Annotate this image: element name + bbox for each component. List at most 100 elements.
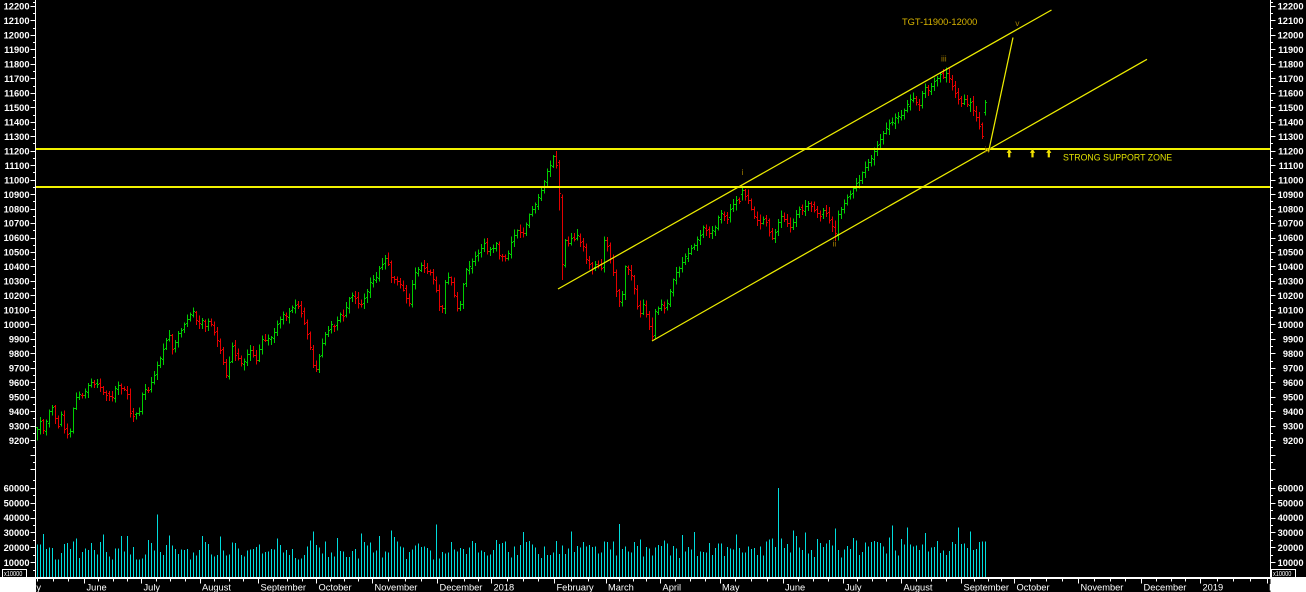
svg-text:9400: 9400 bbox=[1283, 407, 1304, 417]
svg-text:v: v bbox=[1015, 18, 1020, 28]
svg-text:September: September bbox=[964, 583, 1009, 592]
svg-text:October: October bbox=[1017, 583, 1050, 592]
svg-text:x10000: x10000 bbox=[1273, 570, 1292, 578]
svg-text:11100: 11100 bbox=[5, 161, 30, 171]
svg-text:30000: 30000 bbox=[4, 528, 30, 538]
svg-text:10900: 10900 bbox=[1278, 190, 1304, 200]
svg-text:10600: 10600 bbox=[1278, 233, 1304, 243]
svg-text:10100: 10100 bbox=[1278, 306, 1304, 316]
svg-text:9800: 9800 bbox=[9, 349, 30, 359]
svg-text:10000: 10000 bbox=[4, 558, 30, 568]
svg-text:9200: 9200 bbox=[9, 436, 30, 446]
svg-text:10700: 10700 bbox=[1278, 219, 1304, 229]
svg-text:December: December bbox=[440, 583, 483, 592]
svg-text:10000: 10000 bbox=[1278, 320, 1304, 330]
svg-text:10400: 10400 bbox=[1278, 262, 1304, 272]
svg-text:TGT-11900-12000: TGT-11900-12000 bbox=[902, 17, 977, 27]
svg-text:11300: 11300 bbox=[1278, 132, 1303, 142]
svg-text:10900: 10900 bbox=[4, 190, 30, 200]
svg-text:11400: 11400 bbox=[1278, 118, 1303, 128]
svg-text:40000: 40000 bbox=[4, 513, 30, 523]
svg-text:30000: 30000 bbox=[1278, 528, 1304, 538]
svg-text:November: November bbox=[1081, 583, 1124, 592]
svg-text:11900: 11900 bbox=[1278, 45, 1303, 55]
svg-text:11300: 11300 bbox=[4, 132, 29, 142]
svg-text:March: March bbox=[608, 583, 634, 592]
svg-text:9500: 9500 bbox=[1283, 392, 1304, 402]
svg-text:11800: 11800 bbox=[1278, 60, 1303, 70]
svg-text:11600: 11600 bbox=[1278, 89, 1303, 99]
svg-text:STRONG SUPPORT ZONE: STRONG SUPPORT ZONE bbox=[1063, 153, 1172, 163]
svg-text:9300: 9300 bbox=[1283, 421, 1304, 431]
svg-text:12100: 12100 bbox=[4, 16, 30, 26]
svg-text:12100: 12100 bbox=[1278, 16, 1304, 26]
svg-text:20000: 20000 bbox=[4, 543, 30, 553]
svg-text:60000: 60000 bbox=[1278, 483, 1304, 493]
svg-text:February: February bbox=[557, 583, 595, 592]
svg-text:December: December bbox=[1144, 583, 1187, 592]
svg-text:9900: 9900 bbox=[1283, 335, 1304, 345]
svg-text:12000: 12000 bbox=[1278, 31, 1304, 41]
svg-text:10300: 10300 bbox=[4, 277, 30, 287]
svg-text:20000: 20000 bbox=[1278, 543, 1304, 553]
svg-text:June: June bbox=[785, 583, 805, 592]
svg-text:11000: 11000 bbox=[4, 175, 29, 185]
svg-text:2019: 2019 bbox=[1203, 583, 1224, 592]
svg-text:February: February bbox=[1269, 583, 1306, 592]
svg-text:9600: 9600 bbox=[1283, 378, 1304, 388]
svg-text:9700: 9700 bbox=[1283, 363, 1304, 373]
svg-text:10100: 10100 bbox=[4, 306, 30, 316]
svg-text:11700: 11700 bbox=[4, 74, 29, 84]
svg-text:10600: 10600 bbox=[4, 233, 30, 243]
svg-text:10500: 10500 bbox=[1278, 248, 1304, 258]
svg-text:May: May bbox=[722, 583, 740, 592]
svg-text:July: July bbox=[144, 583, 161, 592]
svg-text:12000: 12000 bbox=[4, 31, 30, 41]
svg-text:November: November bbox=[375, 583, 418, 592]
svg-text:10200: 10200 bbox=[1278, 291, 1304, 301]
svg-text:50000: 50000 bbox=[1278, 498, 1304, 508]
svg-text:August: August bbox=[202, 583, 231, 592]
svg-text:11200: 11200 bbox=[4, 146, 29, 156]
svg-text:2018: 2018 bbox=[494, 583, 515, 592]
svg-text:October: October bbox=[319, 583, 352, 592]
svg-text:11900: 11900 bbox=[4, 45, 29, 55]
svg-text:11400: 11400 bbox=[4, 118, 29, 128]
svg-text:9800: 9800 bbox=[1283, 349, 1304, 359]
svg-text:12200: 12200 bbox=[1278, 2, 1304, 12]
svg-text:i: i bbox=[742, 167, 744, 177]
svg-text:11700: 11700 bbox=[1278, 74, 1303, 84]
svg-text:10800: 10800 bbox=[1278, 204, 1304, 214]
svg-text:11200: 11200 bbox=[1278, 146, 1303, 156]
svg-text:11600: 11600 bbox=[4, 89, 29, 99]
svg-text:11500: 11500 bbox=[1278, 103, 1303, 113]
svg-text:9600: 9600 bbox=[9, 378, 30, 388]
svg-text:10000: 10000 bbox=[4, 320, 30, 330]
svg-text:September: September bbox=[261, 583, 306, 592]
svg-text:9400: 9400 bbox=[9, 407, 30, 417]
svg-text:9900: 9900 bbox=[9, 335, 30, 345]
svg-text:11800: 11800 bbox=[4, 60, 29, 70]
svg-text:10400: 10400 bbox=[4, 262, 30, 272]
svg-text:11000: 11000 bbox=[1278, 175, 1303, 185]
svg-text:iv: iv bbox=[985, 145, 992, 155]
svg-text:10300: 10300 bbox=[1278, 277, 1304, 287]
svg-text:10700: 10700 bbox=[4, 219, 30, 229]
svg-text:9300: 9300 bbox=[9, 421, 30, 431]
svg-text:10800: 10800 bbox=[4, 204, 30, 214]
svg-text:10500: 10500 bbox=[4, 248, 30, 258]
svg-text:60000: 60000 bbox=[4, 483, 30, 493]
svg-text:10000: 10000 bbox=[1278, 558, 1304, 568]
svg-text:ii: ii bbox=[833, 239, 837, 249]
svg-text:12200: 12200 bbox=[4, 2, 30, 12]
svg-text:July: July bbox=[845, 583, 862, 592]
svg-text:9500: 9500 bbox=[9, 392, 30, 402]
svg-text:June: June bbox=[87, 583, 107, 592]
svg-text:iii: iii bbox=[941, 54, 947, 64]
svg-text:50000: 50000 bbox=[4, 498, 30, 508]
svg-text:11100: 11100 bbox=[1279, 161, 1304, 171]
svg-text:April: April bbox=[663, 583, 682, 592]
svg-text:May: May bbox=[24, 583, 42, 592]
svg-text:9200: 9200 bbox=[1283, 436, 1304, 446]
svg-text:10200: 10200 bbox=[4, 291, 30, 301]
